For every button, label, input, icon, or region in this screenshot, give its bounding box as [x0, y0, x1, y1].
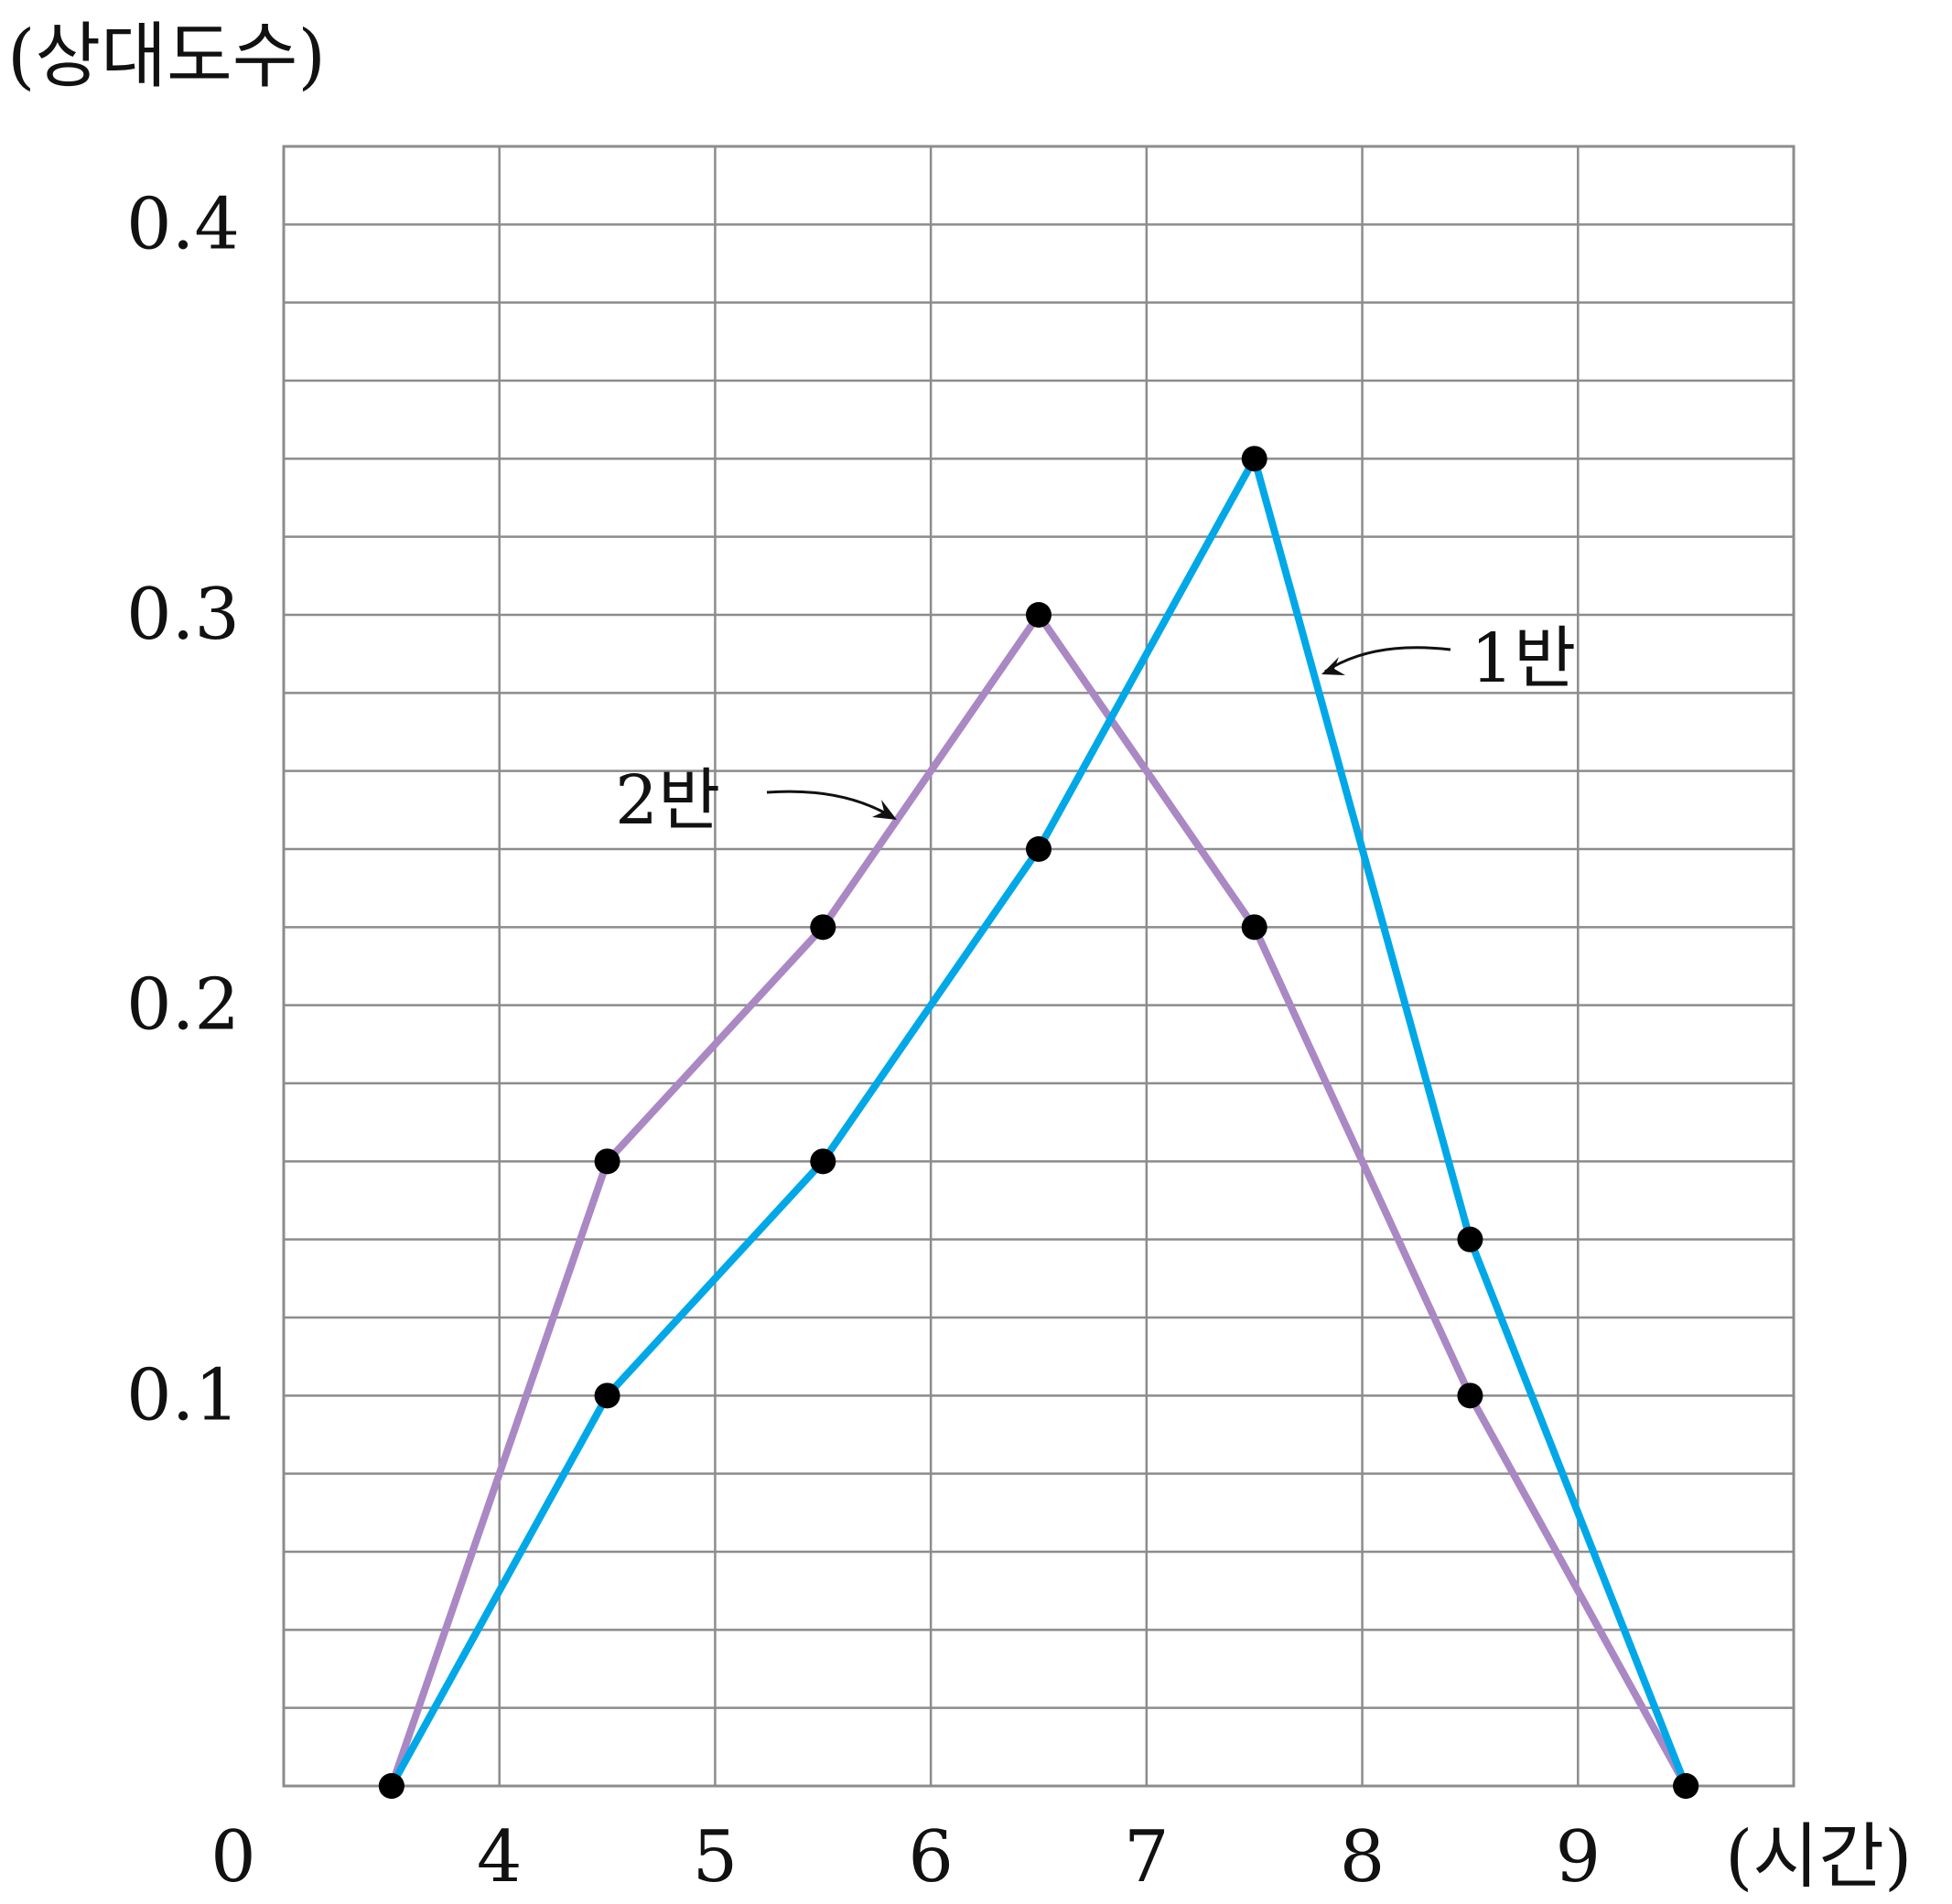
- grid: [284, 146, 1794, 1786]
- series-label-2ban: 2반: [615, 761, 897, 840]
- series-name-2ban: 2반: [615, 761, 720, 840]
- data-point-series-1: [1457, 1226, 1483, 1253]
- data-point-series-2: [810, 914, 836, 941]
- arrowhead-2ban: [872, 800, 897, 820]
- y-axis-title: (상대도수): [7, 16, 326, 98]
- x-tick-labels: 4 5 6 7 8 9: [477, 1816, 1601, 1899]
- origin-label: 0: [210, 1816, 256, 1899]
- x-tick-label: 7: [1124, 1816, 1170, 1899]
- y-tick-label: 0.3: [126, 574, 240, 656]
- series-line-2: [387, 608, 1690, 1790]
- arrow-to-2ban-line: [766, 790, 893, 819]
- series-label-1ban: 1반: [1321, 619, 1576, 698]
- data-point-series-2: [1457, 1382, 1483, 1409]
- data-point-series-1: [1026, 836, 1051, 862]
- arrowhead-1ban: [1321, 657, 1345, 675]
- x-tick-label: 5: [693, 1816, 739, 1899]
- data-point-series-1: [1241, 446, 1267, 472]
- y-tick-label: 0.4: [126, 183, 240, 265]
- y-tick-label: 0.2: [126, 964, 240, 1047]
- arrow-to-1ban-line: [1324, 646, 1451, 673]
- x-axis-title: (시간): [1725, 1816, 1912, 1899]
- series-name-1ban: 1반: [1471, 619, 1576, 698]
- y-tick-label: 0.1: [126, 1354, 240, 1436]
- x-tick-label: 9: [1555, 1816, 1601, 1899]
- data-point-series-2: [1673, 1773, 1699, 1799]
- data-point-series-1: [810, 1148, 836, 1175]
- data-point-series-1: [594, 1382, 620, 1409]
- x-tick-label: 4: [477, 1816, 523, 1899]
- plot-frame: [282, 145, 1796, 1788]
- data-point-series-2: [594, 1148, 620, 1175]
- x-tick-label: 8: [1340, 1816, 1386, 1899]
- y-tick-labels: 0.1 0.2 0.3 0.4: [126, 183, 240, 1436]
- data-point-series-2: [378, 1773, 404, 1799]
- x-tick-label: 6: [908, 1816, 954, 1899]
- data-points: [378, 446, 1699, 1799]
- data-point-series-2: [1026, 602, 1051, 628]
- data-point-series-2: [1241, 914, 1267, 941]
